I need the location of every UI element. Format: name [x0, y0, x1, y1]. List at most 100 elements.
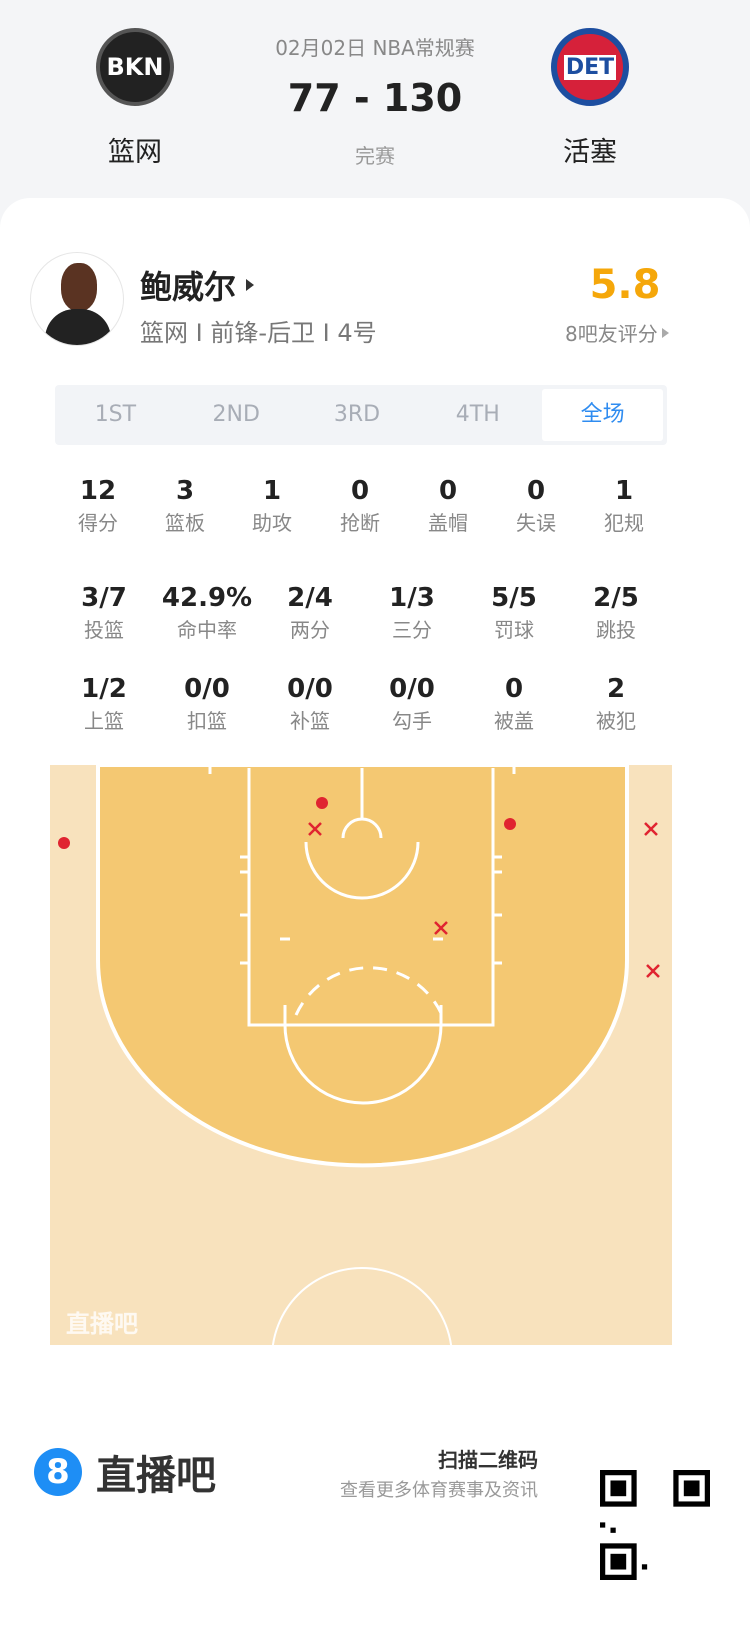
paint [247, 768, 495, 1027]
brand-badge-icon: 8 [34, 1448, 82, 1496]
player-info: 篮网 I 前锋-后卫 I 4号 [140, 319, 377, 347]
rating-link[interactable]: 8吧友评分 [565, 318, 669, 347]
stat-stats-row3-0: 1/2 上篮 [49, 672, 159, 736]
tab-2nd[interactable]: 2ND [212, 402, 260, 427]
stat-stats-row1-0: 12 得分 [43, 474, 153, 538]
brand-name: 直播吧 [96, 1453, 216, 1499]
missed-shot-marker [646, 964, 660, 978]
home-team-logo[interactable]: BKN [96, 28, 174, 106]
away-team-abbr: DET [563, 54, 617, 80]
stat-label: 罚球 [494, 618, 534, 642]
made-shot-marker [58, 837, 70, 849]
stat-value: 1/3 [389, 583, 435, 613]
center-circle [271, 1267, 453, 1345]
stat-stats-row2-1: 42.9% 命中率 [152, 581, 262, 645]
stat-value: 0 [504, 674, 524, 704]
stat-label: 上篮 [84, 709, 124, 733]
stat-value: 0 [350, 476, 370, 506]
stat-value: 3 [175, 476, 195, 506]
tab-1st[interactable]: 1ST [94, 402, 137, 427]
home-team-abbr: BKN [106, 53, 164, 81]
stat-value: 1 [614, 476, 634, 506]
shot-chart-court: 直播吧 [50, 765, 672, 1345]
away-team-name[interactable]: 活塞 [563, 137, 617, 168]
caret-right-icon [246, 279, 255, 291]
tab-4th[interactable]: 4TH [455, 402, 500, 427]
scan-label: 扫描二维码 [438, 1448, 538, 1472]
stat-value: 12 [79, 476, 117, 506]
player-rating: 5.8 [589, 262, 661, 308]
stat-label: 助攻 [252, 511, 292, 535]
stat-value: 0/0 [389, 674, 435, 704]
stat-stats-row3-2: 0/0 补篮 [255, 672, 365, 736]
stat-value: 1/2 [81, 674, 127, 704]
stat-value: 0 [526, 476, 546, 506]
tagline: 查看更多体育赛事及资讯 [340, 1480, 538, 1501]
stat-label: 抢断 [340, 511, 380, 535]
stat-label: 投篮 [84, 618, 124, 642]
stat-value: 1 [262, 476, 282, 506]
free-throw-dashed [294, 966, 444, 1016]
stat-label: 盖帽 [428, 511, 468, 535]
made-shot-marker [316, 797, 328, 809]
stat-value: 3/7 [81, 583, 127, 613]
three-point-area [96, 765, 629, 1168]
stat-label: 篮板 [165, 511, 205, 535]
stat-stats-row2-4: 5/5 罚球 [459, 581, 569, 645]
hoop-arc [341, 817, 383, 839]
stat-value: 0/0 [287, 674, 333, 704]
stat-value: 2/5 [593, 583, 639, 613]
stat-stats-row1-2: 1 助攻 [217, 474, 327, 538]
stat-value: 0 [438, 476, 458, 506]
stat-stats-row1-4: 0 盖帽 [393, 474, 503, 538]
match-score: 77 - 130 [287, 76, 463, 120]
player-avatar[interactable] [30, 252, 124, 346]
stat-label: 三分 [392, 618, 432, 642]
stat-value: 5/5 [491, 583, 537, 613]
tab-full-game[interactable]: 全场 [542, 389, 663, 441]
stat-stats-row2-0: 3/7 投篮 [49, 581, 159, 645]
stat-label: 命中率 [177, 618, 237, 642]
period-tabs: 1ST 2ND 3RD 4TH 全场 [55, 385, 667, 445]
away-team-logo[interactable]: DET [551, 28, 629, 106]
footer-logo: 8 直播吧 [34, 1443, 216, 1501]
player-name: 鲍威尔 [140, 268, 237, 306]
stat-label: 补篮 [290, 709, 330, 733]
stat-label: 扣篮 [187, 709, 227, 733]
stat-value: 42.9% [161, 583, 253, 613]
stat-label: 跳投 [596, 618, 636, 642]
player-name-link[interactable]: 鲍威尔 [140, 262, 255, 308]
stat-label: 失误 [516, 511, 556, 535]
stat-stats-row3-3: 0/0 勾手 [357, 672, 467, 736]
match-date-league: 02月02日 NBA常规赛 [275, 36, 475, 60]
stat-stats-row3-4: 0 被盖 [459, 672, 569, 736]
rating-label: 8吧友评分 [565, 322, 658, 346]
stat-stats-row2-3: 1/3 三分 [357, 581, 467, 645]
stat-label: 被犯 [596, 709, 636, 733]
stat-label: 两分 [290, 618, 330, 642]
stat-stats-row1-5: 0 失误 [481, 474, 591, 538]
home-team-name[interactable]: 篮网 [108, 137, 162, 168]
stat-label: 被盖 [494, 709, 534, 733]
stat-stats-row1-6: 1 犯规 [569, 474, 679, 538]
stat-stats-row3-1: 0/0 扣篮 [152, 672, 262, 736]
match-status: 完赛 [355, 144, 395, 168]
stat-label: 得分 [78, 511, 118, 535]
stat-stats-row3-5: 2 被犯 [561, 672, 671, 736]
missed-shot-marker [308, 822, 322, 836]
missed-shot-marker [644, 822, 658, 836]
stat-value: 2/4 [287, 583, 333, 613]
missed-shot-marker [434, 921, 448, 935]
court-watermark: 直播吧 [66, 1310, 138, 1338]
stat-stats-row1-3: 0 抢断 [305, 474, 415, 538]
stat-stats-row2-5: 2/5 跳投 [561, 581, 671, 645]
free-throw-arc [283, 1005, 443, 1105]
stat-value: 0/0 [184, 674, 230, 704]
tab-3rd[interactable]: 3RD [333, 402, 381, 427]
qr-code[interactable] [600, 1470, 710, 1580]
stat-label: 犯规 [604, 511, 644, 535]
made-shot-marker [504, 818, 516, 830]
stat-label: 勾手 [392, 709, 432, 733]
restricted-arc [304, 841, 420, 900]
stat-stats-row1-1: 3 篮板 [130, 474, 240, 538]
